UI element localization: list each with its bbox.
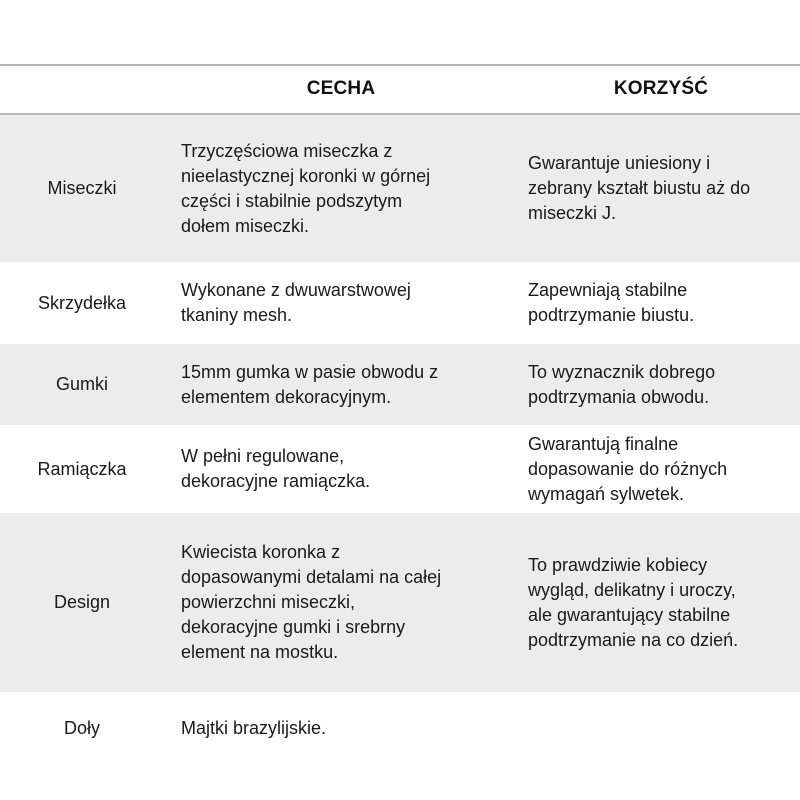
row-feature: 15mm gumka w pasie obwodu z elementem de… [181,361,439,407]
table-top-rule [0,64,800,66]
row-feature: Majtki brazylijskie. [181,717,327,738]
row-name: Doły [63,717,100,738]
row-feature: Kwiecista koronka z dopasowanymi detalam… [181,542,442,662]
row-name: Skrzydełka [37,292,127,313]
row-benefit [528,692,800,764]
row-feature: Trzyczęściowa miseczka z nieelastycznej … [181,140,431,236]
table-row: Design Kwiecista koronka z dopasowanymi … [0,513,800,692]
table-row: Miseczki Trzyczęściowa miseczka z nieela… [0,115,800,262]
row-name: Gumki [55,374,108,394]
table-row: Ramiączka W pełni regulowane, dekoracyjn… [0,425,800,513]
table-row: Gumki 15mm gumka w pasie obwodu z elemen… [0,344,800,425]
header-feature: CECHA [306,78,376,99]
row-benefit: Gwarantują finalne dopasowanie do różnyc… [528,433,728,504]
row-feature: Wykonane z dwuwarstwowej tkaniny mesh. [181,280,411,325]
table-row: Doły Majtki brazylijskie. [0,692,800,764]
table-row: Skrzydełka Wykonane z dwuwarstwowej tkan… [0,262,800,344]
row-benefit: To prawdziwie kobiecy wygląd, delikatny … [528,554,739,650]
row-name: Miseczki [47,178,117,198]
row-benefit: Zapewniają stabilne podtrzymanie biustu. [528,280,695,325]
row-feature: W pełni regulowane, dekoracyjne ramiączk… [181,446,371,491]
row-benefit: Gwarantuje uniesiony i zebrany kształt b… [528,153,751,223]
row-benefit: To wyznacznik dobrego podtrzymania obwod… [528,361,716,407]
header-bottom-rule [0,113,800,115]
header-benefit: KORZYŚĆ [613,78,709,99]
row-name: Design [53,592,111,612]
row-name: Ramiączka [37,458,127,479]
